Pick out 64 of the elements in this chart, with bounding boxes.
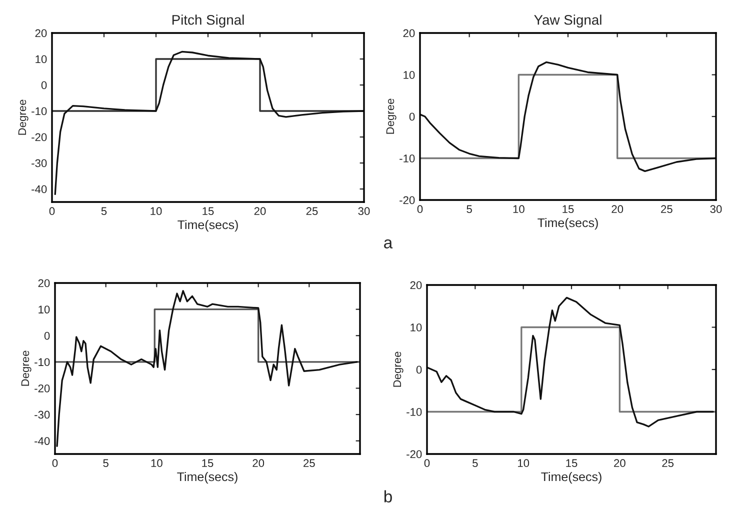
x-tick-label: 25 <box>661 205 672 214</box>
y-tick-label: -30 <box>34 410 50 419</box>
y-tick-label: -20 <box>400 196 415 204</box>
x-axis-title: Time(secs) <box>538 218 598 230</box>
y-tick-label: 10 <box>410 324 422 332</box>
x-tick-label: 15 <box>202 207 214 216</box>
x-tick-label: 15 <box>202 459 214 468</box>
x-tick-label: 20 <box>252 459 264 468</box>
x-tick-label: 15 <box>566 459 578 468</box>
y-tick-label: -10 <box>32 107 47 116</box>
y-tick-label: 0 <box>409 112 415 121</box>
chart-title: Pitch Signal <box>172 14 244 28</box>
y-tick-label: 0 <box>44 332 50 340</box>
y-tick-label: -10 <box>406 408 422 416</box>
text: a <box>384 239 393 248</box>
text: b <box>384 490 392 502</box>
y-tick-label: 20 <box>35 29 47 38</box>
y-tick-label: 20 <box>38 279 50 288</box>
x-tick-label: 10 <box>151 459 162 468</box>
y-axis-title: Degree <box>393 352 404 387</box>
y-tick-label: -10 <box>34 358 50 366</box>
y-tick-label: 0 <box>41 81 47 90</box>
y-tick-label: -20 <box>406 450 422 458</box>
line-series <box>56 290 358 447</box>
y-tick-label: -20 <box>34 384 50 392</box>
x-axis-title: Time(secs) <box>178 220 238 232</box>
x-tick-label: 10 <box>518 459 530 468</box>
y-tick-label: 20 <box>410 281 422 290</box>
y-axis-title: Degree <box>21 350 32 386</box>
y-tick-label: -30 <box>32 159 47 168</box>
x-tick-label: 5 <box>103 459 108 468</box>
y-tick-label: 20 <box>403 29 415 38</box>
line-series <box>427 296 714 428</box>
x-tick-label: 0 <box>424 459 430 468</box>
y-tick-label: -40 <box>34 437 50 445</box>
x-tick-label: 10 <box>513 205 524 214</box>
line-series <box>54 50 364 196</box>
x-tick-label: 30 <box>710 205 722 214</box>
y-tick-label: 10 <box>404 71 415 79</box>
x-tick-label: 30 <box>358 207 370 216</box>
x-tick-label: 0 <box>52 459 58 468</box>
y-axis-title: Degree <box>18 100 28 135</box>
y-tick-label: -10 <box>400 154 415 162</box>
chart-title: Yaw Signal <box>534 14 602 28</box>
line-series <box>420 61 716 172</box>
y-tick-label: -40 <box>32 185 47 194</box>
x-tick-label: 25 <box>662 459 674 468</box>
x-tick-label: 10 <box>150 207 162 216</box>
x-tick-label: 20 <box>614 459 626 468</box>
y-tick-label: -20 <box>32 133 47 142</box>
y-tick-label: 10 <box>38 306 50 314</box>
x-tick-label: 5 <box>466 205 472 214</box>
x-tick-label: 20 <box>612 205 624 214</box>
x-tick-label: 25 <box>306 207 318 216</box>
y-tick-label: 10 <box>36 55 47 64</box>
x-tick-label: 5 <box>101 207 107 216</box>
x-tick-label: 20 <box>254 207 266 216</box>
x-axis-title: Time(secs) <box>177 472 238 484</box>
x-tick-label: 15 <box>562 205 574 214</box>
y-tick-label: 0 <box>416 366 422 374</box>
x-axis-title: Time(secs) <box>541 472 602 484</box>
x-tick-label: 5 <box>472 459 478 468</box>
x-tick-label: 25 <box>304 459 315 468</box>
y-axis-title: Degree <box>386 98 396 134</box>
